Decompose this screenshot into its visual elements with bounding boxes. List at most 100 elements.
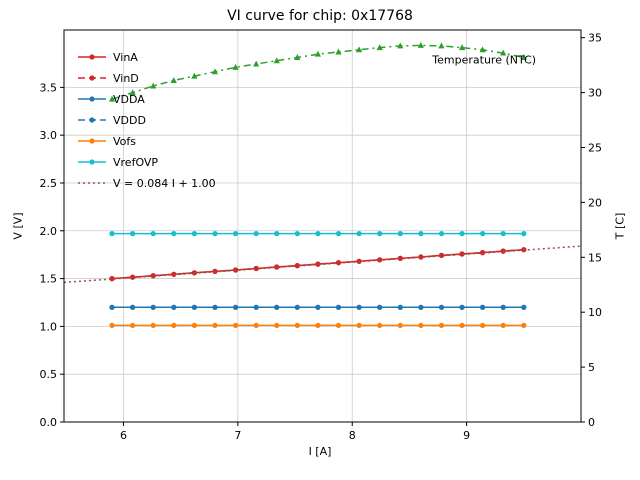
data-point	[315, 231, 321, 237]
data-point	[356, 304, 362, 310]
data-point	[356, 46, 363, 53]
data-point	[253, 304, 259, 310]
series-line	[63, 245, 582, 284]
data-point	[109, 322, 115, 328]
y-tick-label-right: 20	[588, 196, 602, 209]
data-point	[418, 304, 424, 310]
legend-marker	[89, 138, 95, 144]
data-point	[479, 46, 486, 53]
data-point	[233, 267, 239, 273]
y-tick-label-left: 3.0	[40, 129, 58, 142]
data-point	[418, 231, 424, 237]
data-point	[171, 231, 177, 237]
data-point	[397, 304, 403, 310]
y-tick-label-left: 1.0	[40, 320, 58, 333]
data-point	[274, 322, 280, 328]
legend-marker	[89, 159, 95, 165]
data-point	[294, 322, 300, 328]
data-point	[459, 322, 465, 328]
y-tick-label-left: 2.5	[40, 177, 58, 190]
data-point	[130, 322, 136, 328]
data-point	[233, 322, 239, 328]
data-point	[129, 89, 136, 96]
legend-label: VinD	[113, 72, 139, 85]
data-point	[418, 254, 424, 260]
series-line	[111, 44, 524, 100]
y-tick-label-right: 30	[588, 87, 602, 100]
temperature-annotation: Temperature (NTC)	[431, 54, 536, 67]
data-point	[315, 261, 321, 267]
data-point	[212, 304, 218, 310]
data-point	[335, 304, 342, 310]
legend-label: VrefOVP	[113, 156, 158, 169]
data-point	[377, 322, 383, 328]
x-tick-label: 9	[463, 429, 470, 442]
data-point	[130, 274, 136, 280]
y-tick-label-right: 0	[588, 416, 595, 429]
data-point	[335, 322, 342, 328]
y-tick-label-right: 25	[588, 141, 602, 154]
data-point	[191, 304, 197, 310]
data-point	[171, 322, 177, 328]
y-axis-label-right: T [C]	[613, 212, 627, 240]
data-point	[520, 54, 527, 60]
data-point	[212, 322, 218, 328]
legend-marker	[89, 96, 95, 102]
y-tick-label-right: 5	[588, 361, 595, 374]
x-tick-label: 8	[349, 429, 356, 442]
data-point	[191, 72, 198, 79]
data-point	[376, 44, 383, 51]
legend-marker	[89, 54, 95, 60]
y-axis-label-left: V [V]	[11, 212, 25, 240]
data-point	[294, 231, 300, 237]
data-point	[417, 41, 424, 48]
data-point	[397, 42, 404, 49]
y-tick-label-right: 15	[588, 251, 602, 264]
data-point	[500, 49, 507, 56]
data-point	[459, 304, 465, 310]
data-point	[397, 255, 403, 261]
data-point	[356, 231, 362, 237]
data-point	[109, 304, 115, 310]
data-point	[273, 57, 280, 64]
data-point	[521, 304, 527, 310]
x-tick-label: 7	[234, 429, 241, 442]
data-point	[253, 231, 259, 237]
data-point	[170, 77, 177, 84]
x-tick-label: 6	[120, 429, 127, 442]
data-point	[521, 231, 527, 237]
axes-frame	[63, 29, 582, 423]
data-point	[109, 231, 115, 237]
data-point	[480, 304, 486, 310]
y-tick-label-left: 1.5	[40, 273, 58, 286]
y-tick-label-left: 0.5	[40, 368, 58, 381]
data-point	[377, 231, 383, 237]
data-point	[274, 231, 280, 237]
data-point	[253, 265, 259, 272]
data-point	[480, 250, 486, 256]
data-point	[315, 304, 321, 310]
data-point	[500, 322, 506, 328]
data-point	[150, 322, 156, 328]
legend-label: VinA	[113, 51, 138, 64]
x-axis-label: I [A]	[308, 445, 332, 458]
data-point	[500, 304, 506, 310]
data-point	[438, 252, 445, 258]
data-point	[480, 322, 486, 328]
data-point	[191, 322, 197, 328]
y-tick-label-left: 2.0	[40, 225, 58, 238]
data-point	[459, 251, 465, 257]
data-point	[438, 42, 445, 49]
data-point	[356, 322, 362, 328]
y-tick-label-left: 0.0	[40, 416, 58, 429]
data-point	[438, 322, 445, 328]
data-point	[438, 304, 445, 310]
legend-label: Vofs	[113, 135, 136, 148]
data-point	[211, 68, 219, 75]
data-point	[232, 63, 239, 70]
data-point	[397, 231, 403, 237]
data-point	[274, 304, 280, 310]
data-point	[418, 322, 424, 328]
data-point	[377, 304, 383, 310]
